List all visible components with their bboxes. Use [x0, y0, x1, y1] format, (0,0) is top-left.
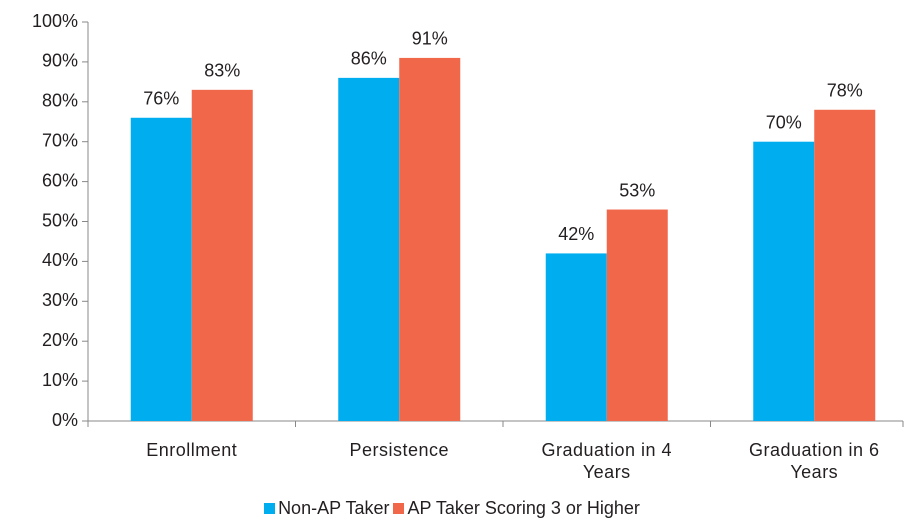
y-tick-label: 30%	[42, 290, 78, 310]
y-tick-label: 20%	[42, 330, 78, 350]
data-label: 76%	[143, 89, 179, 109]
legend-item: Non-AP Taker	[264, 498, 389, 519]
y-tick-label: 40%	[42, 250, 78, 270]
data-label: 91%	[412, 29, 448, 49]
bar	[338, 77, 400, 422]
bar	[606, 209, 668, 421]
y-tick-label: 50%	[42, 210, 78, 230]
x-tick-label: Persistence	[349, 440, 450, 460]
bar	[545, 253, 607, 421]
legend: Non-AP Taker AP Taker Scoring 3 or Higher	[0, 498, 904, 519]
legend-swatch	[393, 503, 405, 514]
bar	[130, 117, 192, 421]
y-tick-label: 100%	[32, 11, 78, 31]
y-tick-label: 90%	[42, 51, 78, 71]
y-tick-label: 70%	[42, 130, 78, 150]
data-label: 83%	[204, 61, 240, 81]
bar	[191, 89, 253, 421]
legend-item: AP Taker Scoring 3 or Higher	[393, 498, 640, 519]
x-tick-label: Enrollment	[146, 440, 238, 460]
y-tick-label: 0%	[52, 410, 78, 430]
y-tick-label: 60%	[42, 170, 78, 190]
data-label: 78%	[827, 81, 863, 101]
y-tick-label: 10%	[42, 370, 78, 390]
data-label: 42%	[558, 224, 594, 244]
data-label: 53%	[619, 180, 655, 200]
legend-swatch	[264, 503, 276, 514]
data-label: 70%	[766, 112, 802, 132]
x-tick-label: Graduation in 6 Years	[748, 440, 880, 482]
y-tick-label: 80%	[42, 91, 78, 111]
bar	[399, 57, 461, 421]
legend-label: AP Taker Scoring 3 or Higher	[407, 498, 640, 518]
legend-label: Non-AP Taker	[278, 498, 390, 518]
bar	[753, 141, 815, 421]
data-label: 86%	[351, 49, 387, 69]
x-tick-label: Graduation in 4 Years	[541, 440, 673, 482]
bar	[814, 109, 876, 421]
